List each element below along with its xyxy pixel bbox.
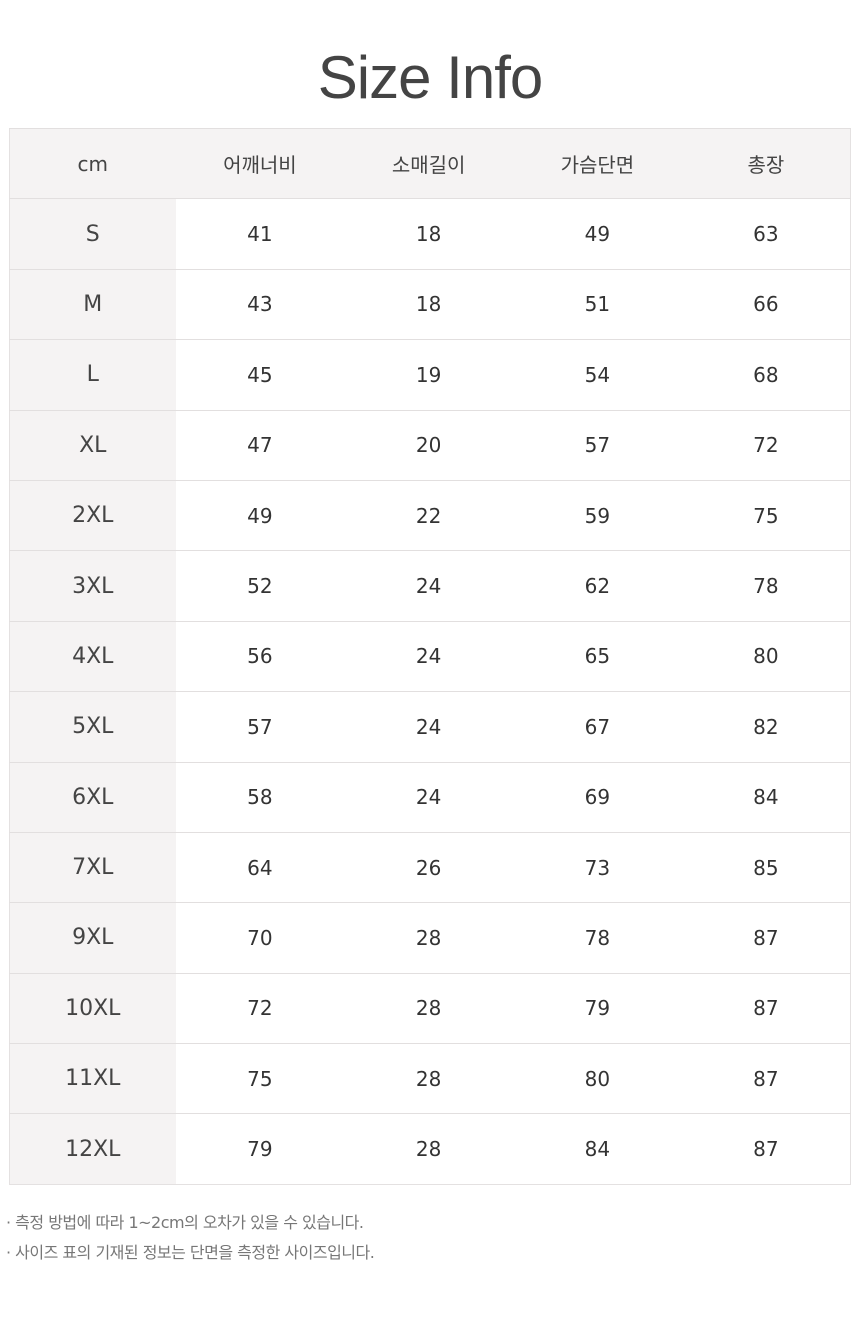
table-row: 4XL 56 24 65 80 (9, 620, 851, 692)
measurement-cell: 87 (681, 1113, 851, 1185)
measurement-cell: 80 (681, 620, 851, 692)
size-label: L (9, 339, 176, 411)
measurement-cell: 80 (513, 1043, 682, 1114)
size-label: 7XL (9, 831, 176, 903)
measurement-cell: 68 (681, 339, 851, 411)
size-table: cm 어깨너비 소매길이 가슴단면 총장 S 41 18 49 63 M 43 18 51 66 L 45 19… (9, 127, 851, 1185)
measurement-cell: 72 (681, 409, 851, 481)
measurement-cell: 47 (175, 409, 345, 481)
measurement-cell: 57 (513, 409, 682, 481)
table-row: XL 47 20 57 72 (9, 409, 851, 481)
note-flat-measurement: · 사이즈 표의 기재된 정보는 단면을 측정한 사이즈입니다. (6, 1243, 375, 1262)
column-header: 소매길이 (344, 127, 513, 199)
measurement-cell: 62 (513, 550, 682, 622)
measurement-cell: 20 (344, 409, 513, 481)
page-title: Size Info (317, 44, 543, 111)
measurement-cell: 56 (175, 620, 345, 692)
measurement-cell: 19 (344, 339, 513, 411)
measurement-cell: 70 (175, 902, 345, 974)
size-label: XL (9, 409, 176, 481)
measurement-cell: 84 (513, 1113, 682, 1185)
table-row: L 45 19 54 68 (9, 339, 851, 411)
size-label: 6XL (9, 761, 176, 833)
measurement-cell: 84 (681, 761, 851, 833)
measurement-cell: 41 (175, 198, 345, 270)
table-row: 11XL 75 28 80 87 (9, 1043, 851, 1114)
measurement-cell: 82 (681, 691, 851, 763)
column-header: 가슴단면 (513, 127, 682, 199)
column-header: cm (9, 127, 176, 199)
measurement-cell: 66 (681, 268, 851, 340)
measurement-cell: 79 (175, 1113, 345, 1185)
measurement-cell: 78 (513, 902, 682, 974)
size-label: 4XL (9, 620, 176, 692)
measurement-cell: 67 (513, 691, 682, 763)
measurement-cell: 43 (175, 268, 345, 340)
measurement-cell: 49 (175, 479, 345, 551)
table-row: 12XL 79 28 84 87 (9, 1113, 851, 1185)
size-label: 9XL (9, 902, 176, 974)
measurement-cell: 18 (344, 198, 513, 270)
measurement-cell: 51 (513, 268, 682, 340)
measurement-cell: 28 (344, 902, 513, 974)
note-measurement-error: · 측정 방법에 따라 1~2cm의 오차가 있을 수 있습니다. (6, 1213, 364, 1232)
table-row: 5XL 57 24 67 82 (9, 691, 851, 763)
measurement-cell: 24 (344, 691, 513, 763)
size-label: 2XL (9, 479, 176, 551)
table-row: 9XL 70 28 78 87 (9, 902, 851, 974)
size-label: 3XL (9, 550, 176, 622)
measurement-cell: 79 (513, 972, 682, 1044)
measurement-cell: 24 (344, 761, 513, 833)
measurement-cell: 58 (175, 761, 345, 833)
measurement-cell: 87 (681, 902, 851, 974)
table-row: 7XL 64 26 73 85 (9, 831, 851, 903)
measurement-cell: 28 (344, 1043, 513, 1114)
table-row: 10XL 72 28 79 87 (9, 972, 851, 1044)
table-row: 3XL 52 24 62 78 (9, 550, 851, 622)
measurement-cell: 59 (513, 479, 682, 551)
measurement-cell: 69 (513, 761, 682, 833)
measurement-cell: 87 (681, 972, 851, 1044)
measurement-cell: 22 (344, 479, 513, 551)
measurement-cell: 26 (344, 831, 513, 903)
measurement-cell: 28 (344, 1113, 513, 1185)
measurement-cell: 45 (175, 339, 345, 411)
size-label: S (9, 198, 176, 270)
size-label: M (9, 268, 176, 340)
size-notes: · 측정 방법에 따라 1~2cm의 오차가 있을 수 있습니다. · 사이즈 … (6, 1208, 375, 1268)
measurement-cell: 85 (681, 831, 851, 903)
measurement-cell: 57 (175, 691, 345, 763)
table-row: 6XL 58 24 69 84 (9, 761, 851, 833)
table-row: S 41 18 49 63 (9, 198, 851, 270)
measurement-cell: 73 (513, 831, 682, 903)
measurement-cell: 49 (513, 198, 682, 270)
measurement-cell: 24 (344, 550, 513, 622)
measurement-cell: 65 (513, 620, 682, 692)
measurement-cell: 75 (681, 479, 851, 551)
table-header-row: cm 어깨너비 소매길이 가슴단면 총장 (9, 127, 851, 199)
measurement-cell: 75 (175, 1043, 345, 1114)
column-header: 어깨너비 (175, 127, 345, 199)
measurement-cell: 72 (175, 972, 345, 1044)
measurement-cell: 64 (175, 831, 345, 903)
measurement-cell: 28 (344, 972, 513, 1044)
measurement-cell: 54 (513, 339, 682, 411)
size-label: 11XL (9, 1043, 176, 1114)
column-header: 총장 (681, 127, 851, 199)
measurement-cell: 52 (175, 550, 345, 622)
size-label: 10XL (9, 972, 176, 1044)
measurement-cell: 87 (681, 1043, 851, 1114)
measurement-cell: 24 (344, 620, 513, 692)
size-label: 5XL (9, 691, 176, 763)
measurement-cell: 78 (681, 550, 851, 622)
table-row: 2XL 49 22 59 75 (9, 479, 851, 551)
size-label: 12XL (9, 1113, 176, 1185)
measurement-cell: 18 (344, 268, 513, 340)
measurement-cell: 63 (681, 198, 851, 270)
table-row: M 43 18 51 66 (9, 268, 851, 340)
